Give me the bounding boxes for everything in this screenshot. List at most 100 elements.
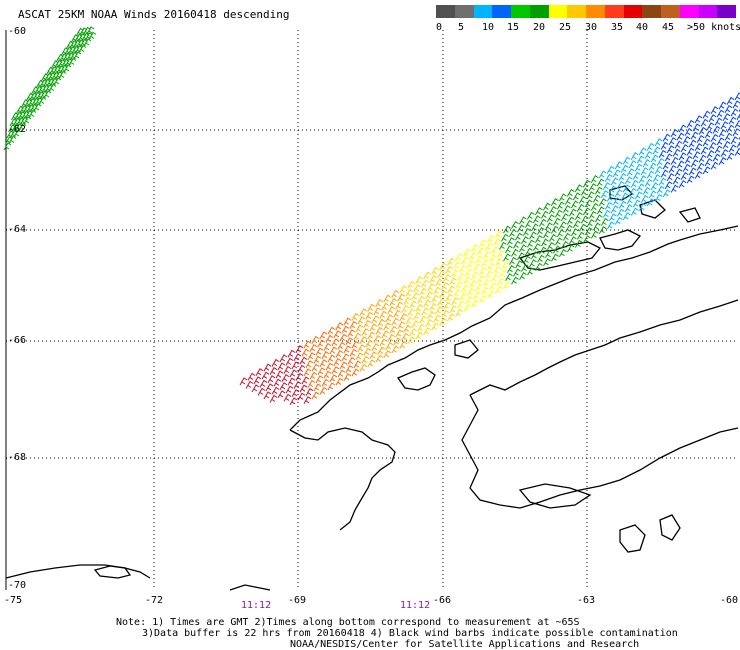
wind-barb xyxy=(682,163,691,172)
wind-barb xyxy=(662,161,671,170)
wind-barb xyxy=(708,114,717,123)
legend-label: 30 xyxy=(585,22,598,33)
wind-barb xyxy=(371,343,380,352)
wind-barb xyxy=(604,201,613,210)
wind-barb xyxy=(487,262,495,271)
wind-barb xyxy=(423,299,431,308)
wind-barb xyxy=(307,352,316,361)
lon-label: -75 xyxy=(4,595,23,606)
wind-barb xyxy=(594,214,603,223)
wind-barb xyxy=(289,397,298,406)
wind-barb xyxy=(319,386,328,395)
wind-barb xyxy=(319,359,328,368)
wind-barb xyxy=(730,108,739,117)
wind-barb xyxy=(574,212,583,220)
wind-barb xyxy=(561,240,569,249)
wind-barb xyxy=(287,349,296,358)
wind-barb xyxy=(259,379,268,388)
wind-barb xyxy=(297,392,306,401)
wind-barb xyxy=(634,163,643,172)
wind-barb xyxy=(469,279,477,288)
wind-barb xyxy=(539,246,547,255)
wind-barb xyxy=(612,197,621,206)
wind-barb xyxy=(620,164,629,173)
wind-barb xyxy=(357,316,366,325)
wind-barb xyxy=(509,229,517,238)
wind-barb xyxy=(345,337,354,346)
wind-barb xyxy=(453,289,461,298)
wind-barb xyxy=(343,317,352,326)
wind-barb xyxy=(644,178,653,187)
wind-barb xyxy=(335,322,344,331)
wind-barb xyxy=(291,389,300,398)
wind-barb xyxy=(311,363,320,372)
wind-barb xyxy=(554,209,563,218)
wind-barb xyxy=(86,26,95,35)
wind-barb xyxy=(435,278,443,287)
wind-barb xyxy=(283,393,292,402)
wind-barb xyxy=(291,361,300,370)
wind-barb xyxy=(445,265,453,274)
wind-barb xyxy=(429,302,437,311)
lat-label: -60 xyxy=(8,26,27,37)
wind-barb xyxy=(658,177,667,186)
wind-barb xyxy=(479,267,487,276)
wind-barb xyxy=(375,326,384,335)
wind-barb xyxy=(465,296,473,305)
wind-barb xyxy=(305,360,314,369)
wind-barb xyxy=(602,182,611,190)
wind-barb xyxy=(513,268,521,277)
wind-barb xyxy=(273,378,282,387)
wind-barb xyxy=(614,161,623,170)
wind-barb xyxy=(315,375,324,384)
wind-barb xyxy=(533,243,541,252)
legend-label: 10 xyxy=(482,22,495,33)
lon-label: -63 xyxy=(577,595,596,606)
wind-barb xyxy=(694,143,703,152)
wind-barb xyxy=(598,198,607,207)
wind-barb xyxy=(497,249,505,258)
wind-barb xyxy=(33,103,42,112)
wind-barb xyxy=(670,184,679,193)
wind-barb xyxy=(550,198,559,206)
wind-barb xyxy=(594,186,603,195)
wind-barb xyxy=(439,290,447,299)
wind-barb xyxy=(399,285,407,294)
wind-barb xyxy=(431,322,439,331)
wind-barb xyxy=(317,339,326,348)
wind-barb xyxy=(329,346,338,355)
wind-barb xyxy=(550,225,559,234)
wind-speed-legend: 0 5 10 15 20 25 30 35 40 45 >50 knots xyxy=(436,5,740,33)
wind-barb xyxy=(421,279,429,288)
wind-barb xyxy=(265,383,274,392)
wind-barb xyxy=(353,360,362,369)
wind-barb xyxy=(662,189,671,198)
wind-barb xyxy=(511,248,519,257)
wind-barb xyxy=(373,307,382,316)
wind-barb xyxy=(574,184,583,193)
wind-barb xyxy=(652,174,661,183)
wind-barb xyxy=(558,193,567,202)
wind-barb xyxy=(662,133,671,142)
wind-barb xyxy=(303,340,312,349)
wind-barb xyxy=(582,179,591,188)
wind-barb xyxy=(634,191,643,200)
wind-barb xyxy=(369,323,378,332)
wind-barb xyxy=(261,371,270,380)
wind-barb xyxy=(355,324,364,333)
wind-barb xyxy=(395,301,403,310)
wind-barb xyxy=(321,378,330,387)
wind-barb xyxy=(463,304,471,313)
wind-barb xyxy=(660,141,669,150)
wind-barb xyxy=(586,191,595,200)
wind-barb xyxy=(540,210,549,219)
wind-barb xyxy=(515,260,523,269)
wind-barb xyxy=(600,217,609,226)
wind-barb xyxy=(576,231,585,240)
wind-barb xyxy=(702,138,711,147)
wind-barb xyxy=(710,133,719,142)
wind-barb xyxy=(702,166,711,175)
lat-label: -68 xyxy=(8,452,27,463)
wind-barb xyxy=(538,218,547,227)
wind-barb xyxy=(566,216,575,225)
